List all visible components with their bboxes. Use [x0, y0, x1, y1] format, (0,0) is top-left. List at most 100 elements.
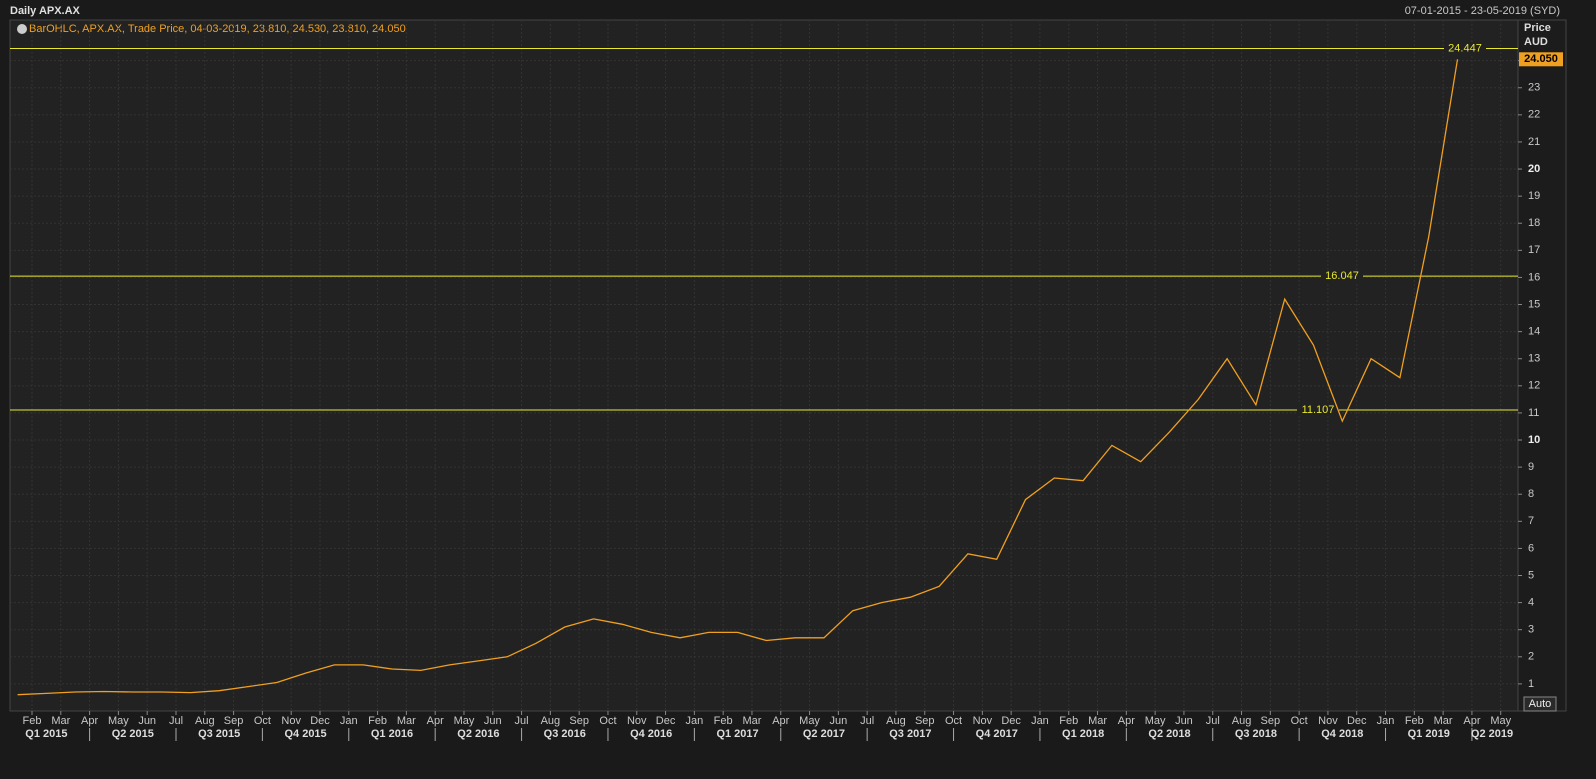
x-tick-label: Sep [1261, 715, 1281, 727]
y-tick-label: 21 [1528, 136, 1540, 148]
x-tick-label: Aug [1232, 715, 1252, 727]
y-tick-label: 19 [1528, 190, 1540, 202]
x-tick-label: May [454, 715, 475, 727]
horizontal-line-label-bg [1444, 42, 1486, 55]
y-tick-label: 1 [1528, 678, 1534, 690]
x-tick-label: Jan [340, 715, 358, 727]
x-tick-label: Dec [1001, 715, 1021, 727]
x-tick-label: Mar [1434, 715, 1453, 727]
quarter-label: Q1 2017 [716, 728, 758, 740]
x-tick-label: May [1490, 715, 1511, 727]
x-tick-label: Mar [742, 715, 761, 727]
x-tick-label: Dec [310, 715, 330, 727]
quarter-label: Q3 2016 [544, 728, 586, 740]
x-tick-label: Feb [23, 715, 42, 727]
x-tick-label: Nov [627, 715, 647, 727]
quarter-label: Q1 2018 [1062, 728, 1104, 740]
horizontal-line-label: 16.047 [1325, 270, 1359, 282]
quarter-label: Q3 2015 [198, 728, 240, 740]
y-tick-label: 8 [1528, 488, 1534, 500]
plot-area [9, 19, 1519, 712]
x-tick-label: Oct [599, 715, 616, 727]
x-tick-label: Feb [368, 715, 387, 727]
x-tick-label: Jan [1031, 715, 1049, 727]
y-tick-label: 22 [1528, 109, 1540, 121]
price-axis [1517, 19, 1567, 712]
last-price-box [1519, 52, 1563, 67]
x-tick-label: Apr [1118, 715, 1135, 727]
x-tick-label: Sep [224, 715, 244, 727]
y-axis-label: Price [1524, 22, 1551, 34]
quarter-label: Q3 2018 [1235, 728, 1277, 740]
legend-icon[interactable] [17, 24, 27, 34]
x-tick-label: Jun [138, 715, 156, 727]
chart-title: Daily APX.AX [10, 5, 81, 17]
y-tick-label: 11 [1528, 407, 1539, 419]
x-tick-label: Jan [1377, 715, 1395, 727]
x-tick-label: May [799, 715, 820, 727]
x-tick-label: Sep [569, 715, 589, 727]
auto-button[interactable] [1523, 696, 1557, 712]
y-tick-label: 10 [1528, 434, 1540, 446]
quarter-label: Q2 2018 [1148, 728, 1190, 740]
x-tick-label: May [1145, 715, 1166, 727]
auto-button-label[interactable]: Auto [1529, 698, 1552, 710]
x-tick-label: Mar [397, 715, 416, 727]
y-tick-label: 16 [1528, 271, 1540, 283]
x-tick-label: Oct [1291, 715, 1308, 727]
x-tick-label: Nov [281, 715, 301, 727]
grid [10, 20, 1518, 711]
x-tick-label: Aug [195, 715, 215, 727]
x-tick-label: Aug [541, 715, 561, 727]
x-tick-label: Mar [1088, 715, 1107, 727]
x-tick-label: Jan [685, 715, 703, 727]
x-tick-label: Aug [886, 715, 906, 727]
x-tick-label: Mar [51, 715, 70, 727]
x-tick-label: Jun [1175, 715, 1193, 727]
x-tick-label: Apr [1463, 715, 1480, 727]
y-tick-label: 17 [1528, 244, 1540, 256]
quarter-label: Q3 2017 [889, 728, 931, 740]
x-tick-label: Jul [860, 715, 874, 727]
quarter-label: Q1 2019 [1408, 728, 1450, 740]
quarter-label: Q4 2016 [630, 728, 672, 740]
y-tick-label: 20 [1528, 163, 1540, 175]
horizontal-line-label-bg [1321, 270, 1363, 283]
x-tick-label: Feb [1059, 715, 1078, 727]
y-tick-label: 14 [1528, 326, 1540, 338]
x-tick-label: Apr [81, 715, 98, 727]
x-tick-label: Apr [427, 715, 444, 727]
y-tick-label: 18 [1528, 217, 1540, 229]
quarter-label: Q1 2016 [371, 728, 413, 740]
x-tick-label: Feb [1405, 715, 1424, 727]
date-range: 07-01-2015 - 23-05-2019 (SYD) [1405, 5, 1560, 17]
x-tick-label: Nov [1318, 715, 1338, 727]
quarter-label: Q4 2018 [1321, 728, 1363, 740]
x-tick-label: May [108, 715, 129, 727]
quarter-label: Q2 2019 [1471, 728, 1513, 740]
legend-text: BarOHLC, APX.AX, Trade Price, 04-03-2019… [29, 23, 406, 35]
quarter-label: Q4 2015 [284, 728, 326, 740]
x-tick-label: Oct [945, 715, 962, 727]
horizontal-line-label: 24.447 [1448, 42, 1482, 54]
y-tick-label: 13 [1528, 353, 1540, 365]
x-tick-label: Dec [656, 715, 676, 727]
quarter-label: Q2 2016 [457, 728, 499, 740]
x-tick-label: Nov [973, 715, 993, 727]
quarter-label: Q2 2015 [112, 728, 154, 740]
y-tick-label: 2 [1528, 651, 1534, 663]
y-tick-label: 12 [1528, 380, 1540, 392]
horizontal-line-label-bg [1297, 404, 1339, 417]
x-tick-label: Jun [484, 715, 502, 727]
x-tick-label: Apr [772, 715, 789, 727]
quarter-label: Q2 2017 [803, 728, 845, 740]
x-tick-label: Oct [254, 715, 271, 727]
horizontal-line-label: 11.107 [1302, 404, 1335, 416]
x-tick-label: Jul [515, 715, 529, 727]
x-tick-label: Jul [169, 715, 183, 727]
last-price-label: 24.050 [1524, 53, 1558, 65]
y-tick-label: 7 [1528, 515, 1534, 527]
x-tick-label: Jul [1206, 715, 1220, 727]
